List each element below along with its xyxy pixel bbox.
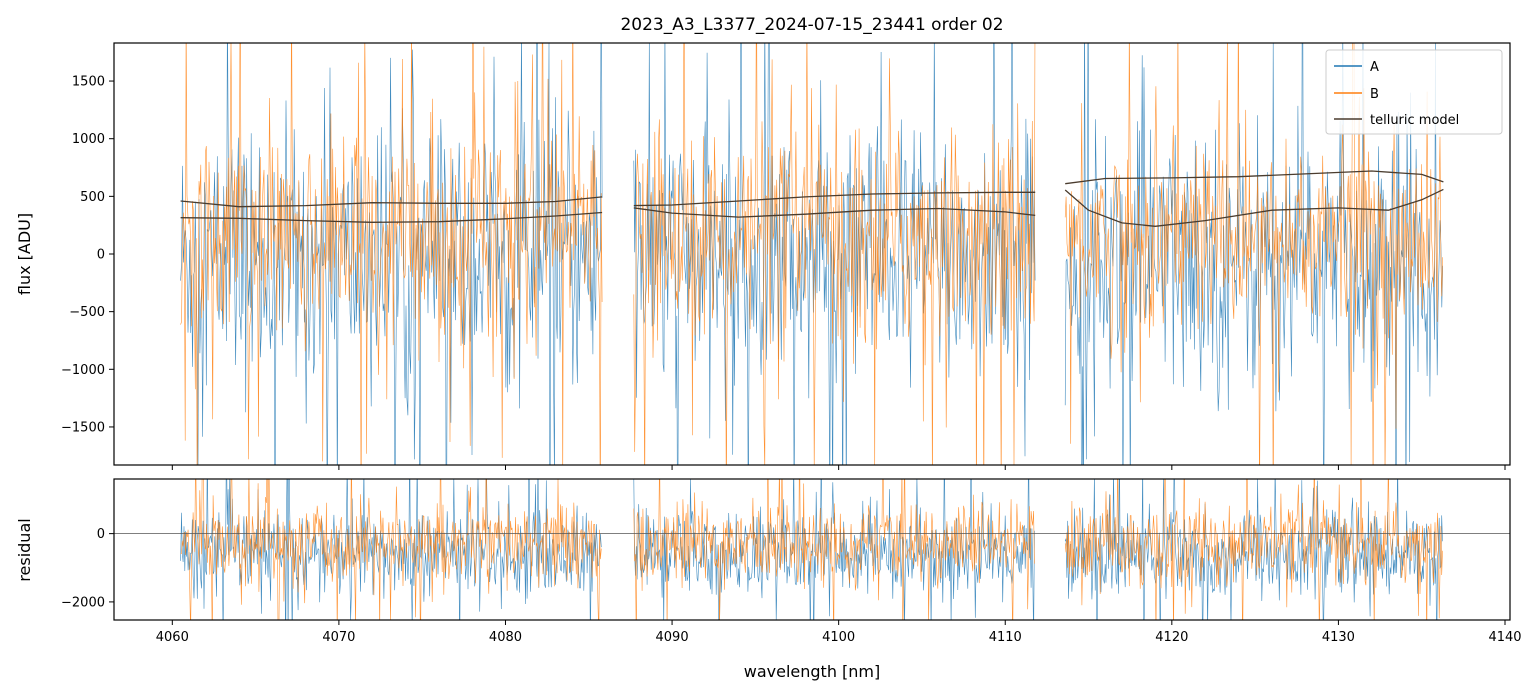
x-tick-label: 4140: [1488, 630, 1521, 645]
series-a-segment-1: [180, 43, 603, 465]
main-y-tick-label: −500: [69, 305, 105, 320]
legend-label-telluric: telluric model: [1370, 113, 1459, 128]
main-x-ticks: [171, 465, 1506, 470]
residual-series-b-segment-2: [633, 479, 1035, 620]
x-tick-label: 4120: [1155, 630, 1188, 645]
series-b-segment-1: [180, 43, 603, 465]
x-tick-label: 4060: [156, 630, 189, 645]
x-tick-label: 4110: [989, 630, 1022, 645]
residual-y-ticks: −2000 0: [61, 527, 114, 610]
x-tick-label: 4100: [822, 630, 855, 645]
main-panel: −1500 −1000 −500 0 500 1000 1500 flux [ADU] A …: [15, 42, 1511, 470]
telluric-model-curve-1: [180, 196, 603, 208]
x-tick-label: 4090: [656, 630, 689, 645]
telluric-model-curve-4: [633, 207, 1036, 218]
legend-label-a: A: [1370, 60, 1379, 75]
main-y-tick-label: −1000: [61, 363, 105, 378]
residual-x-ticks: 4060 4070 4080 4090 4100 4110 4120 4130 4140: [156, 620, 1522, 645]
residual-y-axis-label: residual: [15, 518, 34, 581]
series-a-segment-2: [633, 43, 1036, 465]
main-y-tick-label: 1000: [72, 132, 105, 147]
x-tick-label: 4080: [489, 630, 522, 645]
x-tick-label: 4130: [1322, 630, 1355, 645]
legend-label-b: B: [1370, 87, 1379, 102]
main-y-ticks: −1500 −1000 −500 0 500 1000 1500: [61, 75, 114, 435]
main-y-tick-label: 0: [97, 248, 105, 263]
telluric-model-curve-5: [1065, 170, 1444, 185]
main-y-tick-label: 500: [80, 190, 105, 205]
residual-series-b-band: [180, 479, 1443, 620]
residual-series-a-band: [180, 479, 1443, 620]
telluric-model-curve-2: [180, 211, 603, 223]
residual-series-a-segment-2: [633, 479, 1035, 620]
x-axis-label: wavelength [nm]: [744, 662, 881, 681]
legend: A B telluric model: [1325, 49, 1503, 135]
series-b-band: [180, 43, 1443, 465]
residual-series-b-segment-1: [180, 479, 602, 620]
telluric-model-curves: [180, 170, 1444, 227]
residual-axes-frame: [113, 478, 1511, 621]
series-b-segment-2: [633, 43, 1036, 465]
residual-series-b-segment-3: [1064, 479, 1443, 620]
main-y-tick-label: 1500: [72, 75, 105, 90]
main-y-axis-label: flux [ADU]: [15, 213, 34, 295]
main-y-tick-label: −1500: [61, 420, 105, 435]
legend-box: [1325, 49, 1503, 135]
residual-y-tick-label: −2000: [61, 595, 105, 610]
telluric-model-curve-3: [633, 191, 1036, 207]
telluric-model-curve-6: [1064, 188, 1444, 227]
residual-series-a-segment-1: [180, 479, 602, 620]
residual-y-tick-label: 0: [97, 527, 105, 542]
series-b-segment-3: [1064, 43, 1443, 465]
x-tick-label: 4070: [322, 630, 355, 645]
chart-title: 2023_A3_L3377_2024-07-15_23441 order 02: [620, 15, 1003, 35]
